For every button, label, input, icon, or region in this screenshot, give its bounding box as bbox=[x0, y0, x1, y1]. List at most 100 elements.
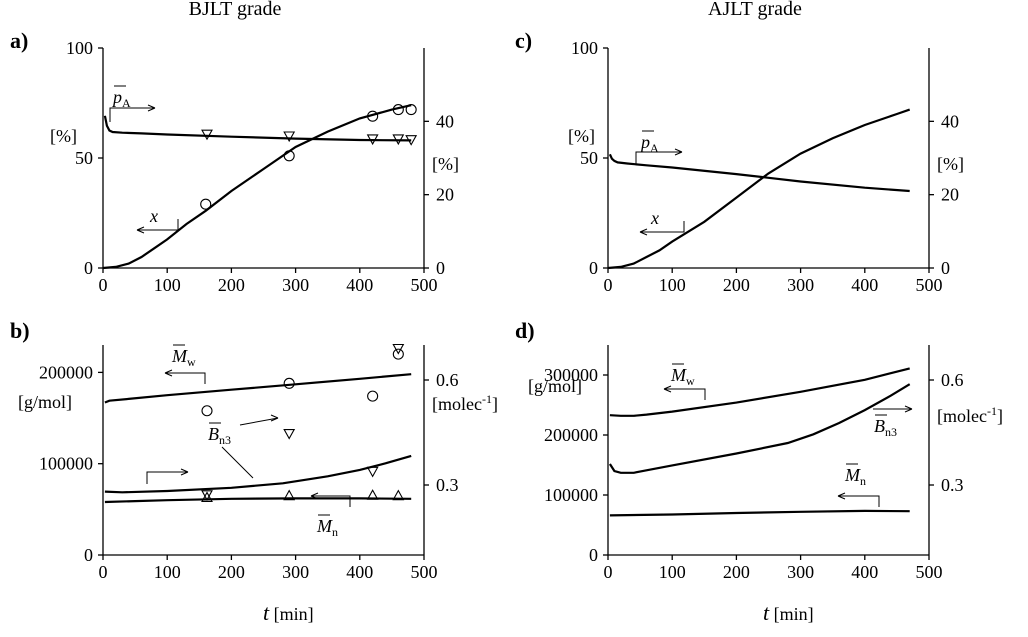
mn-arrowhead bbox=[310, 492, 319, 500]
y-axis-unit: [g/mol] bbox=[528, 376, 582, 396]
mw-arrow bbox=[664, 388, 706, 400]
left-grade-title: BJLT grade bbox=[189, 0, 282, 20]
bn3-measured-point bbox=[392, 343, 405, 355]
panel-label: c) bbox=[515, 28, 532, 53]
x-tick-label: 0 bbox=[99, 562, 108, 582]
mw-arrowhead bbox=[663, 385, 672, 393]
pa-arrowhead bbox=[674, 148, 683, 156]
y2-axis-unit: [molec-1] bbox=[937, 404, 1003, 426]
x-axis-label: t [min] bbox=[263, 600, 314, 625]
x-tick-label: 500 bbox=[411, 562, 438, 582]
y2-tick-label: 0.6 bbox=[941, 370, 964, 390]
x-arrowhead bbox=[136, 226, 145, 234]
y-tick-label: 0 bbox=[589, 258, 598, 278]
mn-measured-point bbox=[283, 489, 296, 501]
y-tick-label: 200000 bbox=[39, 362, 93, 382]
x-arrow bbox=[640, 221, 685, 233]
y-axis-unit: [%] bbox=[50, 126, 77, 146]
mw-arrowhead bbox=[164, 369, 173, 377]
x-tick-label: 500 bbox=[916, 275, 943, 295]
pa-measured-point bbox=[366, 134, 379, 146]
y-tick-label: 100 bbox=[66, 38, 93, 58]
mw-measured-point bbox=[392, 348, 404, 360]
y-tick-label: 300000 bbox=[544, 365, 598, 385]
x-measured-point bbox=[283, 150, 295, 162]
x-tick-label: 300 bbox=[282, 562, 309, 582]
x-label: x bbox=[149, 206, 158, 226]
x-tick-label: 0 bbox=[604, 275, 613, 295]
x-tick-label: 300 bbox=[787, 275, 814, 295]
panel-label: b) bbox=[10, 318, 30, 343]
y-tick-label: 0 bbox=[84, 258, 93, 278]
mn-line bbox=[609, 509, 910, 517]
y-axis-unit: [g/mol] bbox=[18, 392, 72, 412]
y-tick-label: 200000 bbox=[544, 425, 598, 445]
pa-measured-point bbox=[201, 129, 213, 141]
x-tick-label: 100 bbox=[659, 275, 686, 295]
bn3-arrowhead bbox=[904, 405, 913, 413]
pa-arrow bbox=[635, 151, 682, 165]
y-tick-label: 0 bbox=[84, 545, 93, 565]
mw-line bbox=[104, 373, 412, 404]
y2-tick-label: 40 bbox=[941, 111, 959, 131]
y-tick-label: 50 bbox=[580, 148, 598, 168]
panel-label: d) bbox=[515, 318, 535, 343]
panel-d-chart: d) 0 100 200 300 400 500 0 100000 200000 300000 0.3… bbox=[515, 318, 1003, 625]
mw-label: Mw bbox=[670, 365, 695, 388]
x-tick-label: 400 bbox=[851, 562, 878, 582]
x-measured-point bbox=[367, 110, 379, 122]
y-tick-label: 100000 bbox=[39, 454, 93, 474]
y2-tick-label: 0.3 bbox=[941, 475, 964, 495]
pa-line bbox=[608, 153, 910, 193]
y2-axis-unit: [molec-1] bbox=[432, 392, 498, 414]
pa-measured-point bbox=[405, 135, 418, 146]
x-measured-point bbox=[392, 104, 404, 116]
mn-arrow bbox=[311, 495, 351, 507]
x-tick-label: 200 bbox=[218, 562, 245, 582]
mw-measured-point bbox=[201, 405, 213, 417]
bn3-arrow-up bbox=[239, 417, 279, 426]
mw-line bbox=[609, 367, 910, 417]
pa-label: pA bbox=[111, 87, 131, 110]
y2-tick-label: 0 bbox=[436, 258, 445, 278]
y-tick-label: 100 bbox=[571, 38, 598, 58]
x-tick-label: 100 bbox=[154, 562, 181, 582]
right-grade-title: AJLT grade bbox=[708, 0, 802, 20]
y2-tick-label: 0 bbox=[941, 258, 950, 278]
mn-measured-point bbox=[392, 489, 405, 501]
x-tick-label: 300 bbox=[787, 562, 814, 582]
mn-label: Mn bbox=[316, 516, 338, 539]
bn3-axis-arrow bbox=[146, 471, 188, 484]
x-tick-label: 400 bbox=[851, 275, 878, 295]
mn-arrowhead bbox=[837, 492, 846, 500]
x-tick-label: 200 bbox=[723, 275, 750, 295]
x-tick-label: 400 bbox=[346, 562, 373, 582]
mn-label: Mn bbox=[844, 465, 866, 488]
bn3-line bbox=[608, 383, 911, 474]
bn3-line bbox=[104, 454, 412, 494]
y-axis-unit: [%] bbox=[568, 126, 595, 146]
x-arrowhead bbox=[639, 228, 648, 236]
y2-axis-unit: [%] bbox=[432, 154, 459, 174]
mw-measured-point bbox=[283, 377, 295, 389]
bn3-measured-point bbox=[366, 466, 379, 478]
y2-tick-label: 20 bbox=[941, 185, 959, 205]
x-axis-label: t [min] bbox=[763, 600, 814, 625]
mn-line bbox=[104, 497, 412, 504]
y2-tick-label: 0.6 bbox=[436, 370, 459, 390]
mn-measured-point bbox=[201, 491, 213, 503]
x-tick-label: 100 bbox=[659, 562, 686, 582]
pa-measured-point bbox=[283, 131, 296, 143]
x-measured-point bbox=[405, 104, 417, 116]
bn3-axis-arrowhead bbox=[180, 468, 189, 476]
mw-arrow bbox=[165, 372, 206, 384]
x-tick-label: 500 bbox=[916, 562, 943, 582]
panel-b-chart: b) 0 100 200 300 400 500 0 100000 200000 0.3 0.6 [g/… bbox=[10, 318, 498, 625]
y2-axis-unit: [%] bbox=[937, 154, 964, 174]
pa-line bbox=[103, 115, 412, 142]
x-measured-point bbox=[200, 198, 212, 210]
y-tick-label: 100000 bbox=[544, 485, 598, 505]
bn3-label: Bn3 bbox=[874, 416, 897, 439]
x-tick-label: 100 bbox=[154, 275, 181, 295]
